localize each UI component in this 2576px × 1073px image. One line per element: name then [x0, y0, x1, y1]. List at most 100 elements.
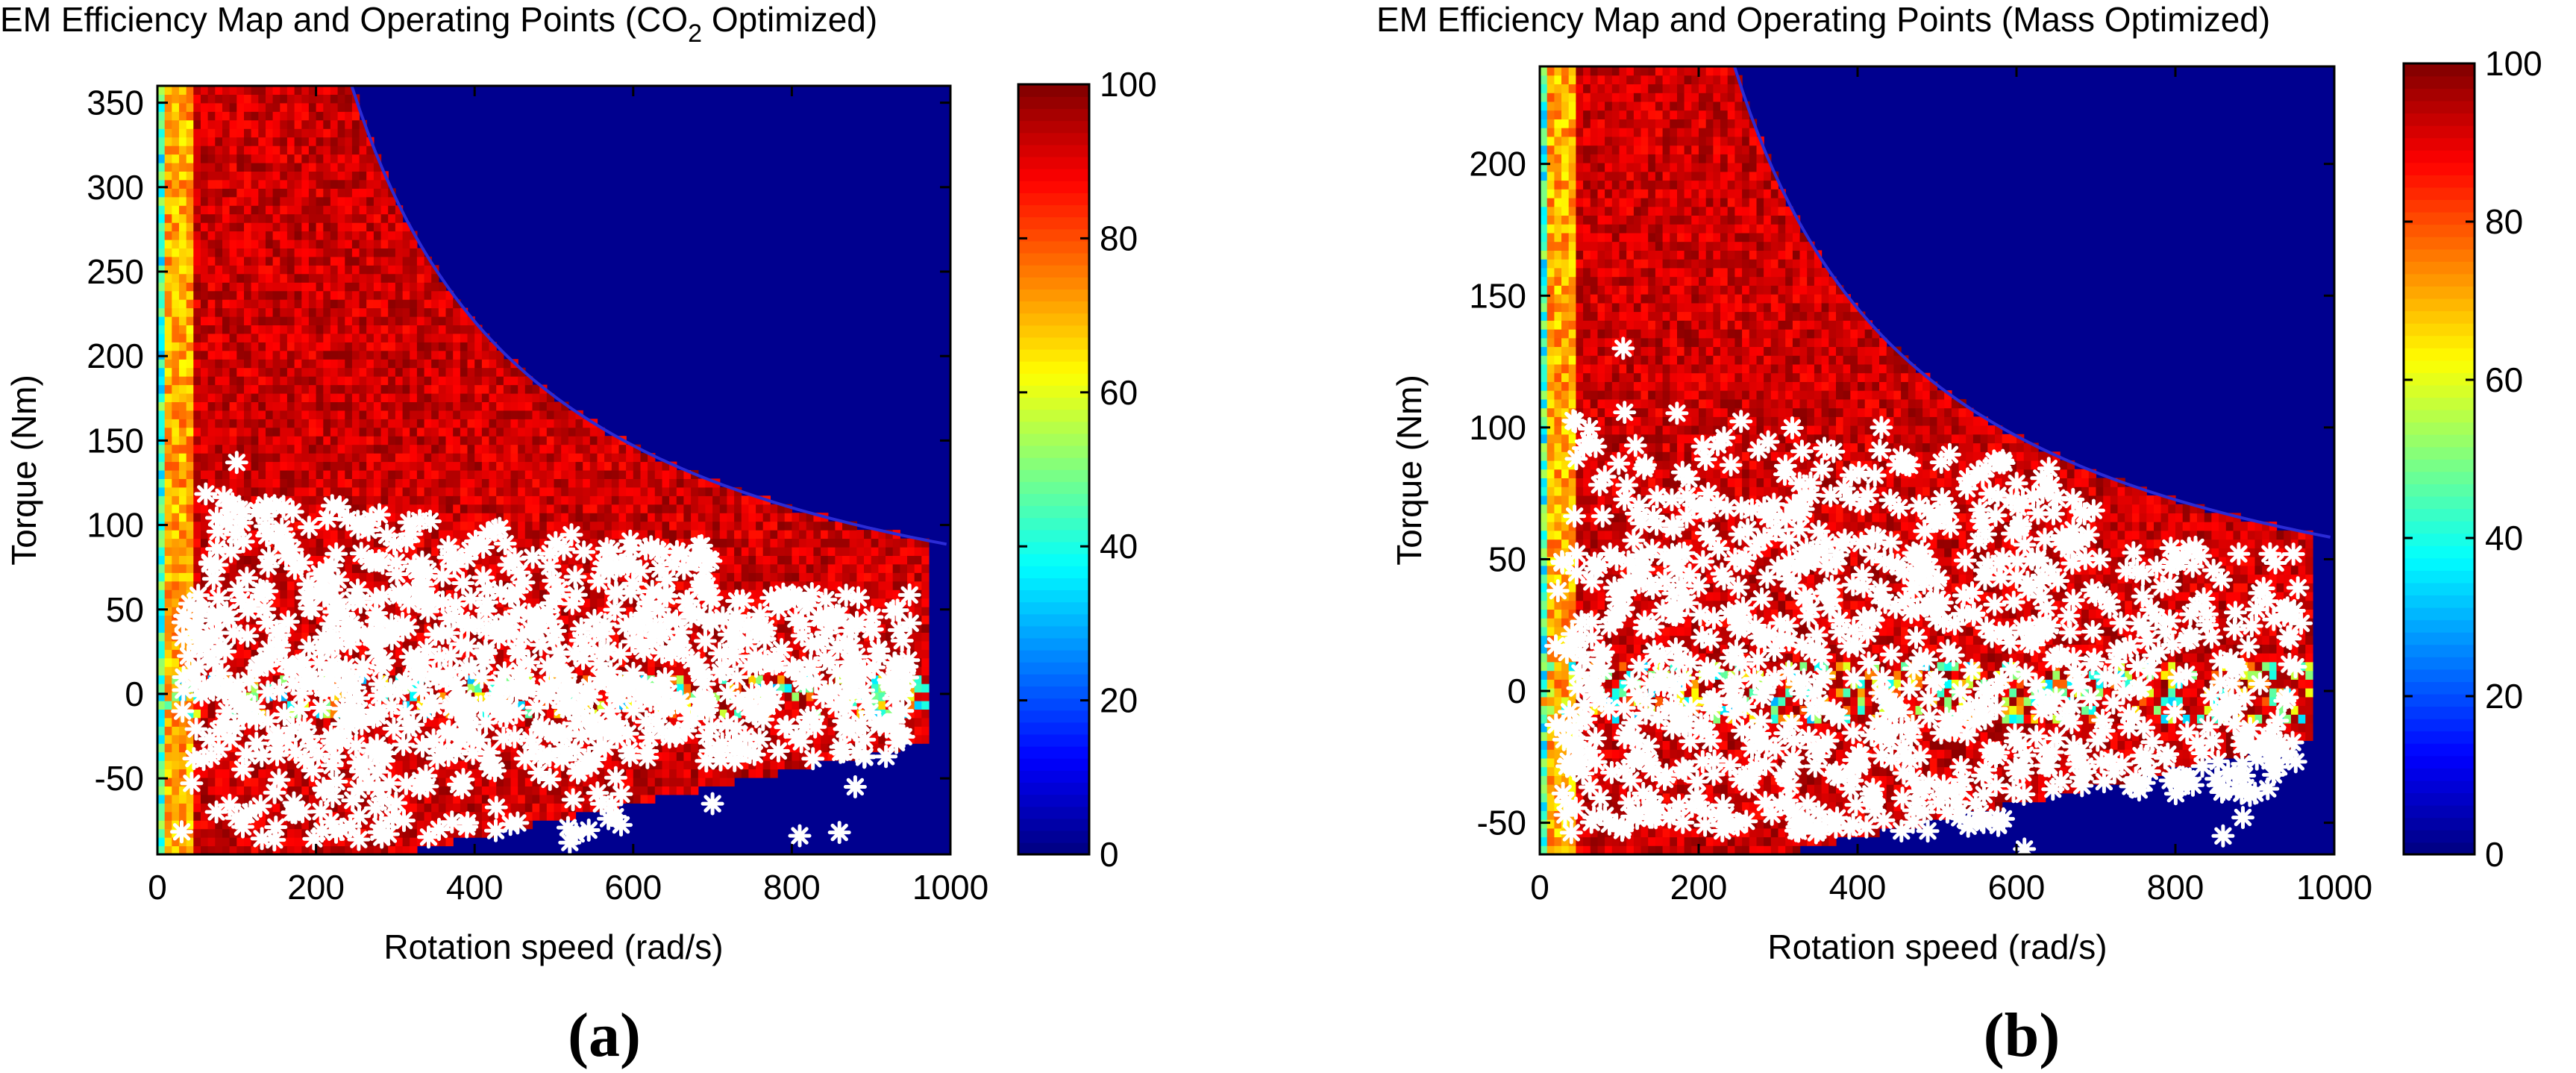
heatmap-cell	[366, 572, 375, 582]
heatmap-cell	[575, 461, 583, 471]
heatmap-cell	[460, 427, 468, 437]
heatmap-cell	[481, 828, 490, 838]
heatmap-cell	[236, 555, 245, 565]
heatmap-cell	[648, 504, 656, 513]
heatmap-cell	[179, 102, 187, 112]
heatmap-cell	[474, 555, 483, 565]
heatmap-cell	[518, 461, 526, 471]
heatmap-cell	[222, 94, 231, 104]
heatmap-cell	[424, 717, 432, 727]
heatmap-cell	[337, 461, 345, 471]
heatmap-cell	[604, 478, 612, 488]
heatmap-cell	[157, 837, 166, 847]
heatmap-cell	[402, 316, 410, 325]
heatmap-cell	[207, 837, 216, 847]
heatmap-cell	[236, 350, 245, 360]
heatmap-cell	[524, 513, 533, 522]
heatmap-cell	[662, 751, 670, 761]
heatmap-cell	[266, 146, 274, 155]
heatmap-cell	[474, 563, 483, 573]
heatmap-cell	[510, 487, 518, 496]
heatmap-cell	[222, 401, 231, 411]
heatmap-cell	[193, 811, 201, 821]
heatmap-cell	[272, 222, 281, 232]
heatmap-cell	[186, 453, 194, 463]
heatmap-cell	[474, 470, 483, 479]
heatmap-cell	[467, 333, 475, 342]
heatmap-cell	[373, 478, 382, 488]
heatmap-cell	[503, 453, 512, 463]
heatmap-cell	[222, 811, 231, 821]
heatmap-cell	[272, 701, 281, 710]
heatmap-cell	[359, 325, 367, 334]
heatmap-cell	[272, 205, 281, 215]
heatmap-cell	[445, 811, 454, 821]
heatmap-cell	[201, 393, 209, 402]
heatmap-cell	[337, 794, 345, 804]
heatmap-cell	[316, 102, 324, 112]
heatmap-cell	[215, 401, 223, 411]
heatmap-cell	[337, 837, 345, 847]
heatmap-cell	[546, 717, 555, 727]
heatmap-cell	[251, 119, 259, 129]
heatmap-cell	[193, 333, 201, 342]
heatmap-cell	[286, 607, 295, 616]
heatmap-cell	[251, 760, 259, 770]
heatmap-cell	[496, 726, 504, 736]
heatmap-cell	[438, 461, 447, 471]
heatmap-cell	[373, 427, 382, 437]
heatmap-cell	[251, 273, 259, 283]
heatmap-cell	[583, 419, 591, 428]
heatmap-cell	[438, 640, 447, 650]
heatmap-cell	[395, 760, 404, 770]
heatmap-cell	[301, 273, 310, 283]
heatmap-cell	[402, 436, 410, 445]
heatmap-cell	[301, 171, 310, 181]
heatmap-cell	[201, 436, 209, 445]
heatmap-cell	[193, 137, 201, 146]
heatmap-cell	[244, 393, 252, 402]
heatmap-cell	[445, 453, 454, 463]
heatmap-cell	[345, 359, 353, 369]
heatmap-cell	[251, 478, 259, 488]
heatmap-cell	[351, 453, 360, 463]
heatmap-cell	[301, 572, 310, 582]
heatmap-cell	[201, 119, 209, 129]
heatmap-cell	[179, 555, 187, 565]
heatmap-cell	[258, 640, 266, 650]
heatmap-cell	[410, 751, 418, 761]
heatmap-cell	[172, 436, 180, 445]
heatmap-cell	[568, 444, 577, 454]
heatmap-cell	[626, 470, 634, 479]
heatmap-cell	[345, 86, 353, 95]
heatmap-cell	[236, 307, 245, 317]
heatmap-cell	[164, 786, 172, 795]
heatmap-cell	[554, 530, 562, 539]
heatmap-cell	[416, 359, 425, 369]
heatmap-cell	[179, 299, 187, 309]
heatmap-cell	[359, 427, 367, 437]
heatmap-cell	[164, 563, 172, 573]
heatmap-cell	[583, 470, 591, 479]
heatmap-cell	[172, 649, 180, 659]
heatmap-cell	[157, 572, 166, 582]
heatmap-cell	[186, 119, 194, 129]
heatmap-cell	[330, 179, 339, 189]
heatmap-cell	[489, 427, 497, 437]
heatmap-cell	[179, 273, 187, 283]
heatmap-cell	[294, 640, 302, 650]
heatmap-cell	[474, 760, 483, 770]
heatmap-cell	[172, 146, 180, 155]
heatmap-cell	[554, 410, 562, 419]
heatmap-cell	[272, 86, 281, 95]
heatmap-cell	[640, 521, 648, 531]
heatmap-cell	[236, 367, 245, 377]
heatmap-cell	[316, 717, 324, 727]
heatmap-cell	[251, 384, 259, 394]
heatmap-cell	[568, 778, 577, 786]
heatmap-cell	[244, 248, 252, 257]
heatmap-cell	[308, 94, 317, 104]
heatmap-cell	[445, 769, 454, 778]
heatmap-cell	[215, 265, 223, 275]
heatmap-cell	[186, 299, 194, 309]
